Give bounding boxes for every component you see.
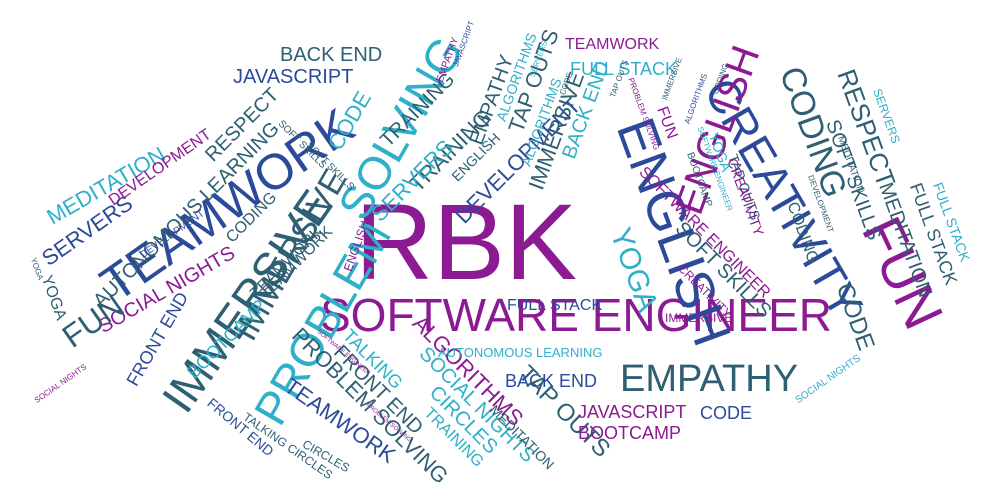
word-code-lower: CODE xyxy=(700,403,753,423)
word-yoga-tiny: YOGA xyxy=(28,256,46,282)
word-full-stack-lower: FULL STACK xyxy=(507,297,603,314)
word-social-nights-right: SOCIAL NIGHTS xyxy=(793,353,863,407)
word-software-engineer: SOFTWARE ENGINEER xyxy=(320,289,832,341)
word-autonomous-learning-lower: AUTONOMOUS LEARNING xyxy=(438,345,603,360)
word-javascript-lower: JAVASCRIPT xyxy=(578,402,687,422)
word-empathy: EMPATHY xyxy=(620,358,799,400)
word-bootcamp-lower: BOOTCAMP xyxy=(578,423,682,443)
word-rbk: RBK xyxy=(355,181,578,302)
word-teamwork-top: TEAMWORK xyxy=(565,36,660,53)
word-immersive-right-lower: IMMERSIVE xyxy=(665,311,733,325)
word-social-nights-tiny: SOCIAL NIGHTS xyxy=(32,362,89,405)
word-javascript-top: JAVASCRIPT xyxy=(233,66,354,88)
word-back-end-lower: BACK END xyxy=(505,371,598,391)
word-back-end-top: BACK END xyxy=(280,44,383,66)
word-yoga-left: YOGA xyxy=(37,273,70,323)
word-full-stack-top: FULL STACK xyxy=(570,59,678,79)
